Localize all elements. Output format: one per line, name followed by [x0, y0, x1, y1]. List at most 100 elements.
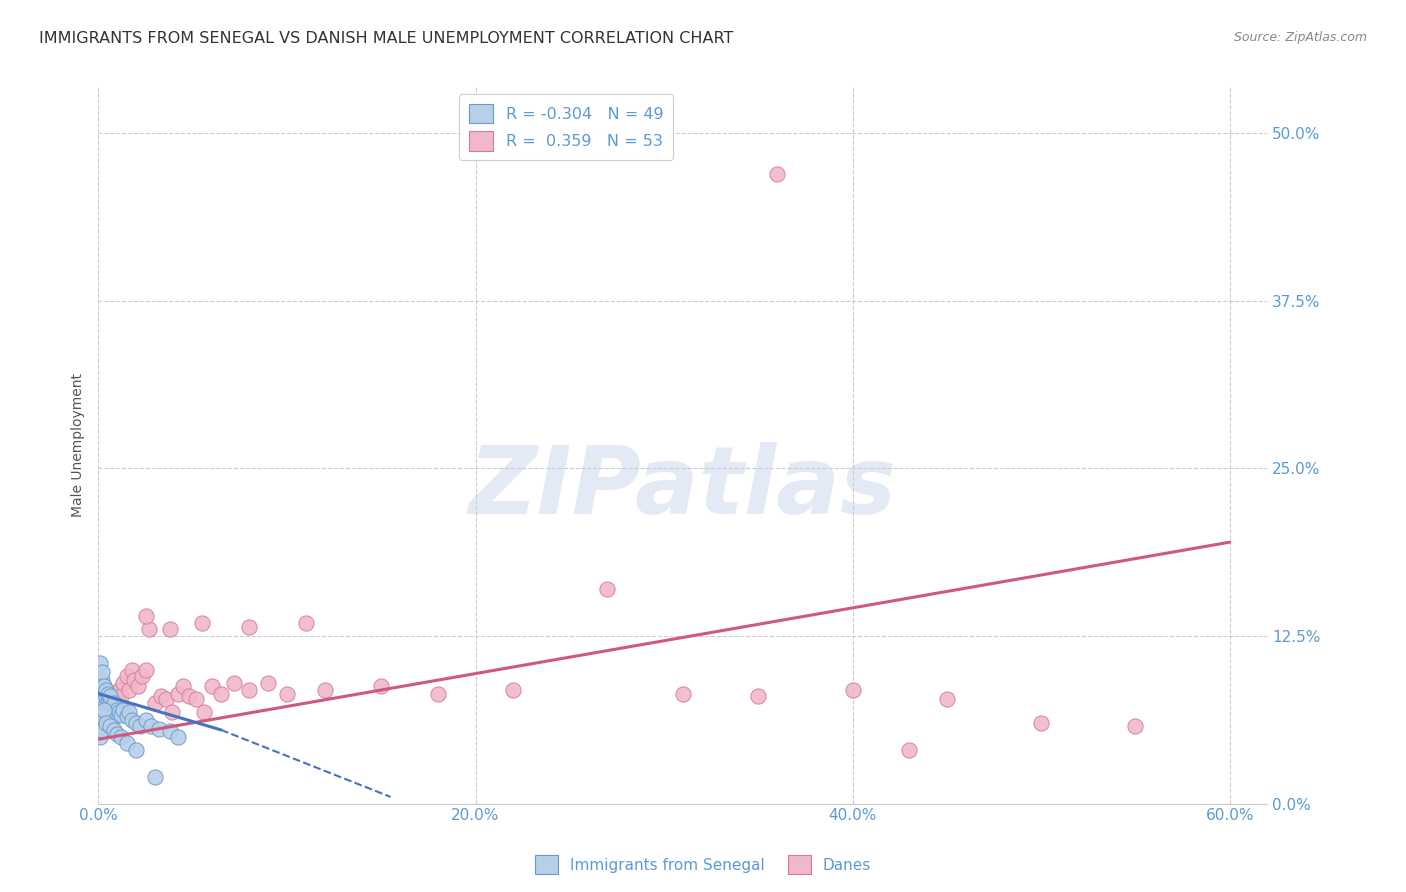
Point	[898, 743, 921, 757]
Point	[98, 696, 121, 710]
Point	[138, 623, 160, 637]
Point	[103, 696, 125, 710]
Point	[141, 719, 163, 733]
Point	[110, 690, 132, 704]
Point	[160, 706, 183, 720]
Point	[149, 690, 172, 704]
Point	[115, 736, 138, 750]
Point	[370, 679, 392, 693]
Point	[91, 723, 114, 737]
Point	[295, 615, 318, 630]
Point	[127, 679, 149, 693]
Point	[91, 665, 114, 680]
Point	[766, 167, 789, 181]
Point	[93, 700, 115, 714]
Point	[426, 687, 449, 701]
Point	[94, 703, 117, 717]
Point	[135, 714, 157, 728]
Point	[209, 687, 232, 701]
Point	[121, 663, 143, 677]
Point	[166, 730, 188, 744]
Point	[193, 706, 215, 720]
Point	[191, 615, 214, 630]
Point	[110, 730, 132, 744]
Point	[97, 706, 120, 720]
Point	[93, 687, 115, 701]
Y-axis label: Male Unemployment: Male Unemployment	[72, 373, 86, 517]
Point	[89, 730, 111, 744]
Point	[596, 582, 619, 596]
Point	[97, 706, 120, 720]
Text: Source: ZipAtlas.com: Source: ZipAtlas.com	[1233, 31, 1367, 45]
Point	[672, 687, 695, 701]
Point	[129, 719, 152, 733]
Point	[108, 706, 131, 720]
Point	[186, 692, 208, 706]
Point	[111, 703, 134, 717]
Point	[131, 669, 153, 683]
Point	[135, 663, 157, 677]
Point	[122, 673, 145, 688]
Point	[103, 723, 125, 737]
Point	[91, 709, 114, 723]
Point	[111, 676, 134, 690]
Point	[91, 696, 114, 710]
Point	[100, 706, 122, 720]
Point	[104, 709, 127, 723]
Point	[159, 724, 181, 739]
Point	[91, 673, 114, 688]
Point	[143, 770, 166, 784]
Point	[97, 695, 120, 709]
Point	[94, 690, 117, 704]
Point	[94, 700, 117, 714]
Point	[238, 682, 260, 697]
Point	[108, 682, 131, 697]
Point	[177, 690, 200, 704]
Point	[115, 669, 138, 683]
Point	[224, 676, 246, 690]
Point	[117, 706, 139, 720]
Point	[103, 698, 125, 712]
Point	[841, 682, 863, 697]
Point	[97, 687, 120, 701]
Point	[935, 692, 957, 706]
Point	[143, 696, 166, 710]
Point	[91, 709, 114, 723]
Point	[105, 692, 128, 706]
Point	[98, 690, 121, 704]
Point	[110, 708, 132, 723]
Point	[103, 687, 125, 701]
Point	[1125, 719, 1147, 733]
Point	[172, 679, 194, 693]
Point	[89, 682, 111, 697]
Point	[747, 690, 769, 704]
Point	[105, 703, 128, 717]
Point	[94, 716, 117, 731]
Point	[115, 709, 138, 723]
Point	[100, 696, 122, 710]
Point	[121, 714, 143, 728]
Point	[104, 703, 127, 717]
Point	[93, 719, 115, 733]
Point	[98, 719, 121, 733]
Point	[166, 687, 188, 701]
Point	[125, 716, 148, 731]
Point	[93, 679, 115, 693]
Text: IMMIGRANTS FROM SENEGAL VS DANISH MALE UNEMPLOYMENT CORRELATION CHART: IMMIGRANTS FROM SENEGAL VS DANISH MALE U…	[39, 31, 734, 46]
Point	[125, 743, 148, 757]
Point	[257, 676, 280, 690]
Point	[200, 679, 222, 693]
Point	[159, 623, 181, 637]
Legend: Immigrants from Senegal, Danes: Immigrants from Senegal, Danes	[529, 849, 877, 880]
Point	[100, 700, 122, 714]
Point	[89, 716, 111, 731]
Point	[276, 687, 298, 701]
Point	[155, 692, 177, 706]
Point	[94, 682, 117, 697]
Point	[1029, 716, 1052, 731]
Point	[98, 690, 121, 704]
Point	[314, 682, 336, 697]
Point	[105, 727, 128, 741]
Point	[93, 703, 115, 717]
Text: ZIPatlas: ZIPatlas	[468, 442, 897, 534]
